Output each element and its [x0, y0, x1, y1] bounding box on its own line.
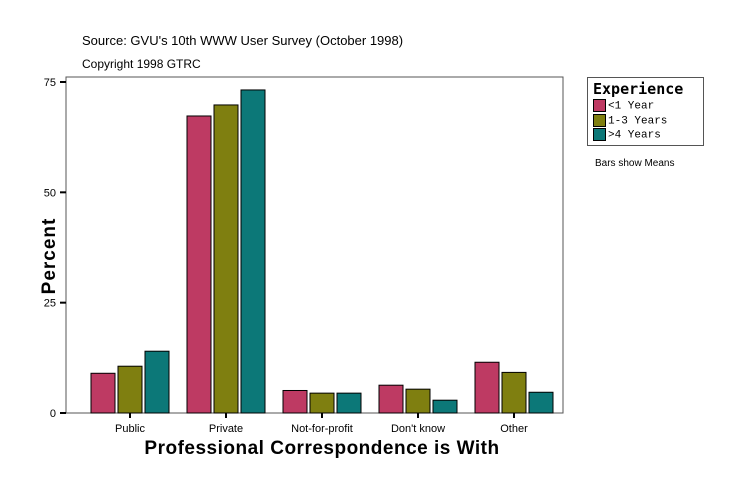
legend-item: >4 Years: [593, 128, 661, 141]
y-tick-label: 50: [44, 187, 56, 199]
legend-label: >4 Years: [608, 129, 661, 142]
legend: Experience <1 Year 1-3 Years >4 Years: [587, 77, 704, 146]
legend-item: <1 Year: [593, 99, 654, 112]
bar-don-t-know-3: [432, 399, 458, 414]
bar-public-2: [117, 365, 143, 414]
legend-label: 1-3 Years: [608, 115, 668, 128]
bar-other-2: [501, 371, 527, 414]
bars-note: Bars show Means: [595, 158, 675, 169]
bar-other-3: [528, 391, 554, 414]
bar-other-1: [474, 361, 500, 414]
bar-private-1: [186, 115, 212, 414]
legend-title: Experience: [593, 80, 684, 98]
copyright-text: Copyright 1998 GTRC: [82, 57, 201, 71]
x-tick-label: Private: [209, 423, 243, 435]
source-text: Source: GVU's 10th WWW User Survey (Octo…: [82, 33, 404, 48]
legend-swatch: [593, 99, 606, 112]
y-axis-label: Percent: [39, 217, 60, 295]
bar-private-2: [213, 104, 239, 414]
y-tick-label: 25: [44, 298, 56, 310]
bar-don-t-know-1: [378, 384, 404, 414]
bar-not-for-profit-3: [336, 392, 362, 414]
x-tick-label: Public: [115, 423, 145, 435]
bar-private-3: [240, 89, 266, 414]
x-tick-label: Don't know: [391, 423, 445, 435]
y-tick-label: 0: [50, 408, 56, 420]
bar-public-1: [90, 372, 116, 414]
legend-label: <1 Year: [608, 100, 655, 113]
y-tick-label: 75: [44, 77, 56, 89]
x-tick-label: Not-for-profit: [291, 423, 353, 435]
x-tick-label: Other: [500, 423, 528, 435]
legend-swatch: [593, 128, 606, 141]
bar-not-for-profit-2: [309, 392, 335, 414]
bar-public-3: [144, 350, 170, 414]
legend-item: 1-3 Years: [593, 114, 667, 127]
bar-don-t-know-2: [405, 388, 431, 414]
x-axis-label: Professional Correspondence is With: [144, 438, 500, 459]
legend-swatch: [593, 114, 606, 127]
bar-not-for-profit-1: [282, 389, 308, 414]
